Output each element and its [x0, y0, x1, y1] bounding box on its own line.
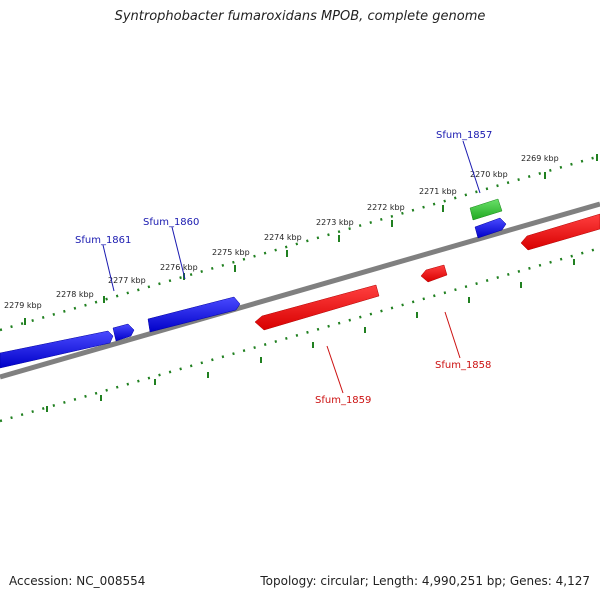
tick-label: 2276 kbp	[160, 263, 198, 272]
gene-label[interactable]: Sfum_1858	[435, 360, 491, 371]
reverse-strand-features	[254, 213, 600, 331]
inner-major-ticks	[46, 259, 575, 412]
forward-gene-arrow[interactable]	[474, 217, 507, 239]
forward-gene-arrow[interactable]	[112, 323, 135, 342]
tick-label: 2275 kbp	[212, 248, 250, 257]
tick-label: 2272 kbp	[367, 203, 405, 212]
rna-gene-arrow[interactable]	[469, 198, 503, 221]
tick-label: 2269 kbp	[521, 154, 559, 163]
gene-labels: Sfum_1861 Sfum_1860 Sfum_1857 Sfum_1859 …	[75, 130, 492, 406]
tick-label: 2273 kbp	[316, 218, 354, 227]
gene-label-leaders	[102, 140, 481, 394]
tick-label: 2274 kbp	[264, 233, 302, 242]
tick-label: 2278 kbp	[56, 290, 94, 299]
genome-summary-text: Topology: circular; Length: 4,990,251 bp…	[260, 574, 590, 588]
tick-label: 2270 kbp	[470, 170, 508, 179]
accession-text: Accession: NC_008554	[9, 574, 146, 588]
forward-strand-features	[0, 198, 507, 369]
outer-major-ticks	[24, 154, 598, 325]
reverse-gene-arrow[interactable]	[254, 284, 380, 331]
ruler-tick-labels: 2279 kbp 2278 kbp 2277 kbp 2276 kbp 2275…	[4, 154, 559, 310]
reverse-gene-arrow[interactable]	[420, 264, 448, 283]
tick-label: 2271 kbp	[419, 187, 457, 196]
gene-label[interactable]: Sfum_1860	[143, 217, 199, 228]
forward-gene-arrow[interactable]	[0, 330, 114, 369]
gene-label[interactable]: Sfum_1859	[315, 395, 371, 406]
gene-label[interactable]: Sfum_1857	[436, 130, 492, 141]
genome-backbone	[0, 201, 600, 380]
forward-gene-arrow[interactable]	[147, 296, 241, 333]
genome-title: Syntrophobacter fumaroxidans MPOB, compl…	[114, 9, 486, 24]
gene-label[interactable]: Sfum_1861	[75, 235, 131, 246]
tick-label: 2279 kbp	[4, 301, 42, 310]
reverse-gene-arrow[interactable]	[520, 213, 600, 251]
tick-label: 2277 kbp	[108, 276, 146, 285]
